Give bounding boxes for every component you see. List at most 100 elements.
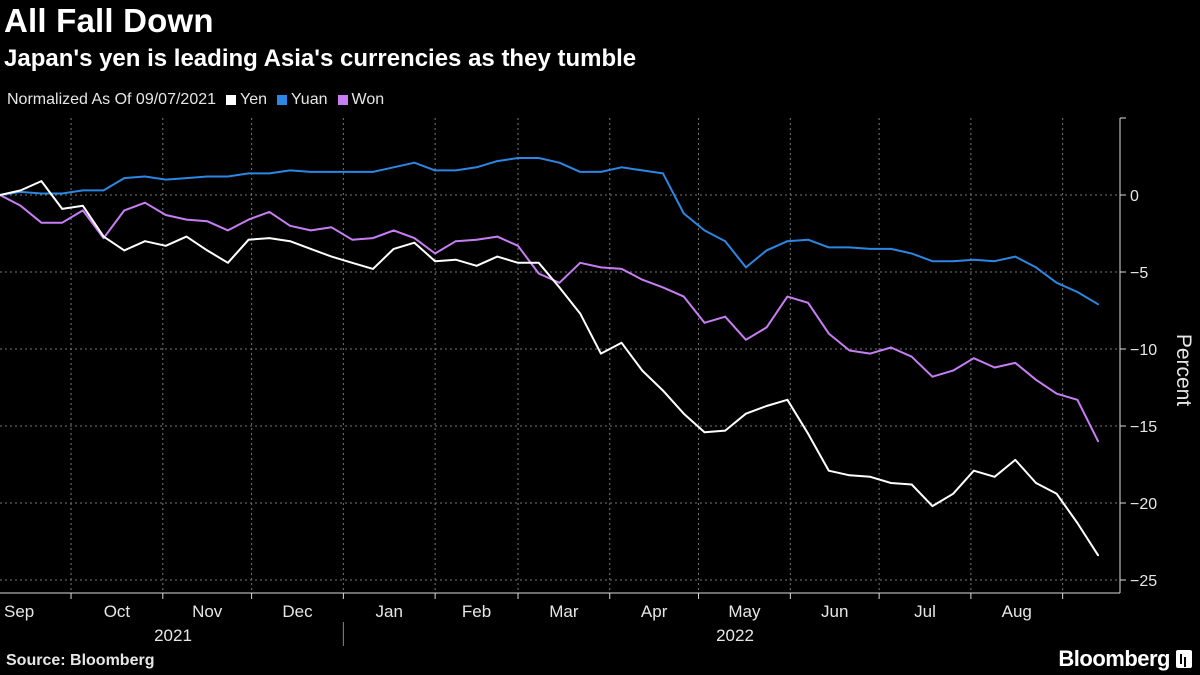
- data-point: [890, 482, 892, 484]
- data-point: [827, 469, 830, 472]
- data-point: [931, 375, 934, 378]
- data-point: [40, 192, 43, 195]
- data-point: [682, 295, 685, 298]
- legend-label-yuan: Yuan: [291, 91, 328, 108]
- data-point: [952, 260, 955, 263]
- data-point: [993, 366, 996, 369]
- data-point: [662, 172, 664, 175]
- data-point: [309, 248, 312, 250]
- data-point: [745, 338, 747, 341]
- data-point: [786, 398, 789, 401]
- data-point: [434, 169, 437, 172]
- x-tick-label: Sep: [4, 602, 34, 621]
- data-point: [61, 221, 64, 224]
- data-point: [972, 469, 975, 472]
- data-point: [372, 171, 374, 173]
- data-point: [1014, 361, 1017, 364]
- data-point: [206, 249, 209, 252]
- data-point: [1097, 554, 1100, 557]
- data-point: [1055, 492, 1058, 495]
- data-point: [268, 172, 271, 175]
- data-point: [372, 237, 374, 240]
- data-point: [848, 474, 851, 477]
- data-point: [869, 248, 872, 250]
- y-tick-label: −15: [1130, 419, 1157, 436]
- data-point: [703, 431, 706, 434]
- legend-swatch-won: [337, 95, 348, 105]
- data-point: [330, 226, 333, 229]
- data-point: [454, 240, 457, 243]
- data-point: [454, 258, 457, 261]
- data-point: [351, 171, 354, 173]
- data-point: [807, 238, 809, 241]
- data-point: [765, 405, 768, 407]
- y-axis-label: Percent: [1172, 334, 1195, 407]
- data-point: [434, 252, 437, 255]
- series-won: [0, 194, 1100, 443]
- data-point: [1035, 482, 1037, 484]
- legend-item-yen: Yen: [226, 91, 267, 109]
- data-point: [1014, 458, 1017, 461]
- y-tick-label: 0: [1130, 188, 1139, 205]
- data-point: [1076, 291, 1079, 293]
- data-point: [185, 177, 188, 179]
- data-point: [1055, 281, 1058, 284]
- data-point: [910, 355, 913, 358]
- data-point: [558, 161, 561, 164]
- data-point: [309, 229, 312, 232]
- legend-item-yuan: Yuan: [277, 91, 328, 109]
- data-point: [496, 255, 499, 258]
- data-point: [827, 332, 830, 335]
- data-point: [19, 204, 22, 207]
- data-point: [164, 178, 167, 181]
- data-point: [123, 209, 126, 212]
- x-tick-label: Oct: [104, 602, 131, 621]
- logo-text: Bloomberg: [1058, 646, 1170, 671]
- x-tick-label: Jan: [376, 602, 403, 621]
- data-point: [890, 346, 892, 349]
- data-point: [454, 169, 457, 172]
- data-point: [247, 218, 250, 221]
- data-point: [765, 326, 768, 329]
- data-point: [1035, 378, 1037, 381]
- bloomberg-chart-icon: [1176, 650, 1192, 668]
- series-yen: [0, 180, 1100, 557]
- data-point: [620, 341, 623, 344]
- data-point: [579, 261, 582, 264]
- data-point: [392, 248, 395, 250]
- chart-subtitle: Japan's yen is leading Asia's currencies…: [4, 45, 637, 72]
- data-point: [848, 246, 851, 249]
- data-point: [40, 180, 43, 183]
- data-point: [102, 189, 105, 192]
- data-point: [620, 268, 623, 270]
- data-point: [641, 278, 644, 281]
- data-point: [517, 157, 519, 159]
- data-point: [662, 389, 664, 392]
- data-point: [993, 475, 996, 478]
- data-point: [289, 240, 291, 243]
- data-point: [537, 261, 540, 264]
- data-point: [268, 211, 271, 213]
- data-point: [703, 229, 706, 232]
- data-point: [496, 160, 499, 163]
- data-point: [413, 237, 416, 240]
- data-point: [765, 249, 768, 252]
- data-point: [1097, 303, 1100, 306]
- data-point: [164, 214, 167, 216]
- legend-swatch-yuan: [277, 95, 288, 105]
- data-point: [827, 246, 830, 249]
- data-point: [537, 157, 540, 159]
- series-line-yuan: [0, 157, 1099, 306]
- data-point: [517, 261, 519, 264]
- data-point: [972, 258, 975, 261]
- data-point: [475, 264, 478, 267]
- x-tick-label: Dec: [282, 602, 313, 621]
- series-yuan: [0, 157, 1100, 306]
- year-label: 2021: [154, 626, 192, 645]
- data-point: [330, 171, 333, 173]
- data-point: [579, 171, 582, 173]
- legend: Normalized As Of 09/07/2021 Yen Yuan Won: [7, 91, 384, 109]
- data-point: [206, 220, 209, 223]
- data-point: [434, 260, 437, 263]
